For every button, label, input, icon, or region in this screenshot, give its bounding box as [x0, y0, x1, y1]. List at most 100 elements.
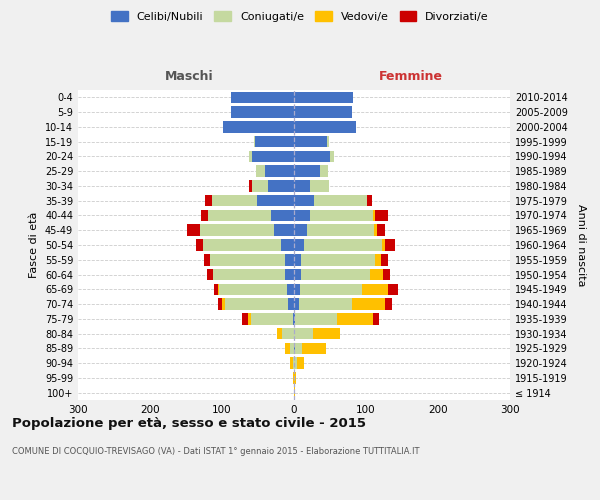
Bar	[313, 328, 340, 340]
Bar	[307, 224, 374, 236]
Bar	[204, 254, 211, 266]
Bar	[271, 210, 294, 221]
Bar	[294, 313, 295, 324]
Bar	[225, 298, 288, 310]
Bar	[320, 166, 328, 177]
Bar	[376, 254, 381, 266]
Bar	[294, 239, 304, 251]
Bar	[294, 224, 307, 236]
Bar	[352, 298, 385, 310]
Bar	[223, 121, 294, 132]
Bar	[374, 210, 388, 221]
Bar	[256, 166, 265, 177]
Bar	[248, 180, 251, 192]
Bar	[255, 136, 294, 147]
Bar	[385, 298, 392, 310]
Bar	[294, 298, 299, 310]
Y-axis label: Fasce di età: Fasce di età	[29, 212, 39, 278]
Bar	[288, 298, 294, 310]
Bar	[219, 284, 287, 295]
Bar	[284, 342, 290, 354]
Bar	[294, 284, 300, 295]
Bar	[310, 210, 373, 221]
Bar	[337, 313, 373, 324]
Bar	[230, 92, 294, 103]
Bar	[211, 254, 286, 266]
Legend: Celibi/Nubili, Coniugati/e, Vedovi/e, Divorziati/e: Celibi/Nubili, Coniugati/e, Vedovi/e, Di…	[108, 8, 492, 25]
Bar	[301, 254, 376, 266]
Bar	[294, 166, 320, 177]
Bar	[274, 224, 294, 236]
Bar	[294, 150, 330, 162]
Bar	[300, 284, 362, 295]
Bar	[310, 180, 329, 192]
Bar	[381, 254, 388, 266]
Bar	[268, 180, 294, 192]
Bar	[294, 180, 310, 192]
Bar	[294, 387, 295, 398]
Bar	[212, 269, 214, 280]
Bar	[290, 358, 293, 369]
Bar	[327, 136, 329, 147]
Bar	[205, 195, 212, 206]
Bar	[294, 195, 314, 206]
Bar	[314, 195, 367, 206]
Bar	[293, 372, 294, 384]
Bar	[294, 136, 327, 147]
Y-axis label: Anni di nascita: Anni di nascita	[576, 204, 586, 286]
Bar	[299, 298, 352, 310]
Bar	[212, 195, 257, 206]
Text: Maschi: Maschi	[164, 70, 214, 82]
Bar	[367, 195, 373, 206]
Bar	[251, 180, 268, 192]
Bar	[385, 239, 395, 251]
Bar	[297, 358, 304, 369]
Bar	[294, 106, 352, 118]
Bar	[242, 313, 248, 324]
Bar	[277, 328, 283, 340]
Bar	[218, 284, 219, 295]
Bar	[252, 150, 294, 162]
Bar	[214, 284, 218, 295]
Bar	[295, 313, 337, 324]
Bar	[377, 224, 385, 236]
Bar	[295, 342, 302, 354]
Bar	[294, 328, 313, 340]
Bar	[382, 239, 385, 251]
Bar	[203, 239, 281, 251]
Bar	[294, 342, 295, 354]
Bar	[294, 254, 301, 266]
Bar	[294, 121, 356, 132]
Text: Femmine: Femmine	[379, 70, 443, 82]
Bar	[286, 254, 294, 266]
Bar	[294, 92, 353, 103]
Bar	[302, 342, 326, 354]
Bar	[362, 284, 388, 295]
Bar	[383, 269, 390, 280]
Bar	[294, 269, 301, 280]
Bar	[207, 269, 212, 280]
Bar	[287, 284, 294, 295]
Bar	[265, 166, 294, 177]
Bar	[222, 298, 225, 310]
Bar	[218, 298, 222, 310]
Bar	[304, 239, 382, 251]
Bar	[294, 372, 296, 384]
Bar	[200, 224, 274, 236]
Text: Popolazione per età, sesso e stato civile - 2015: Popolazione per età, sesso e stato civil…	[12, 418, 366, 430]
Bar	[374, 224, 377, 236]
Bar	[294, 358, 297, 369]
Text: COMUNE DI COCQUIO-TREVISAGO (VA) - Dati ISTAT 1° gennaio 2015 - Elaborazione TUT: COMUNE DI COCQUIO-TREVISAGO (VA) - Dati …	[12, 448, 419, 456]
Bar	[254, 136, 255, 147]
Bar	[301, 269, 370, 280]
Bar	[230, 106, 294, 118]
Bar	[290, 342, 294, 354]
Bar	[196, 239, 203, 251]
Bar	[388, 284, 398, 295]
Bar	[208, 210, 271, 221]
Bar	[187, 224, 200, 236]
Bar	[248, 150, 252, 162]
Bar	[201, 210, 208, 221]
Bar	[370, 269, 383, 280]
Bar	[293, 358, 294, 369]
